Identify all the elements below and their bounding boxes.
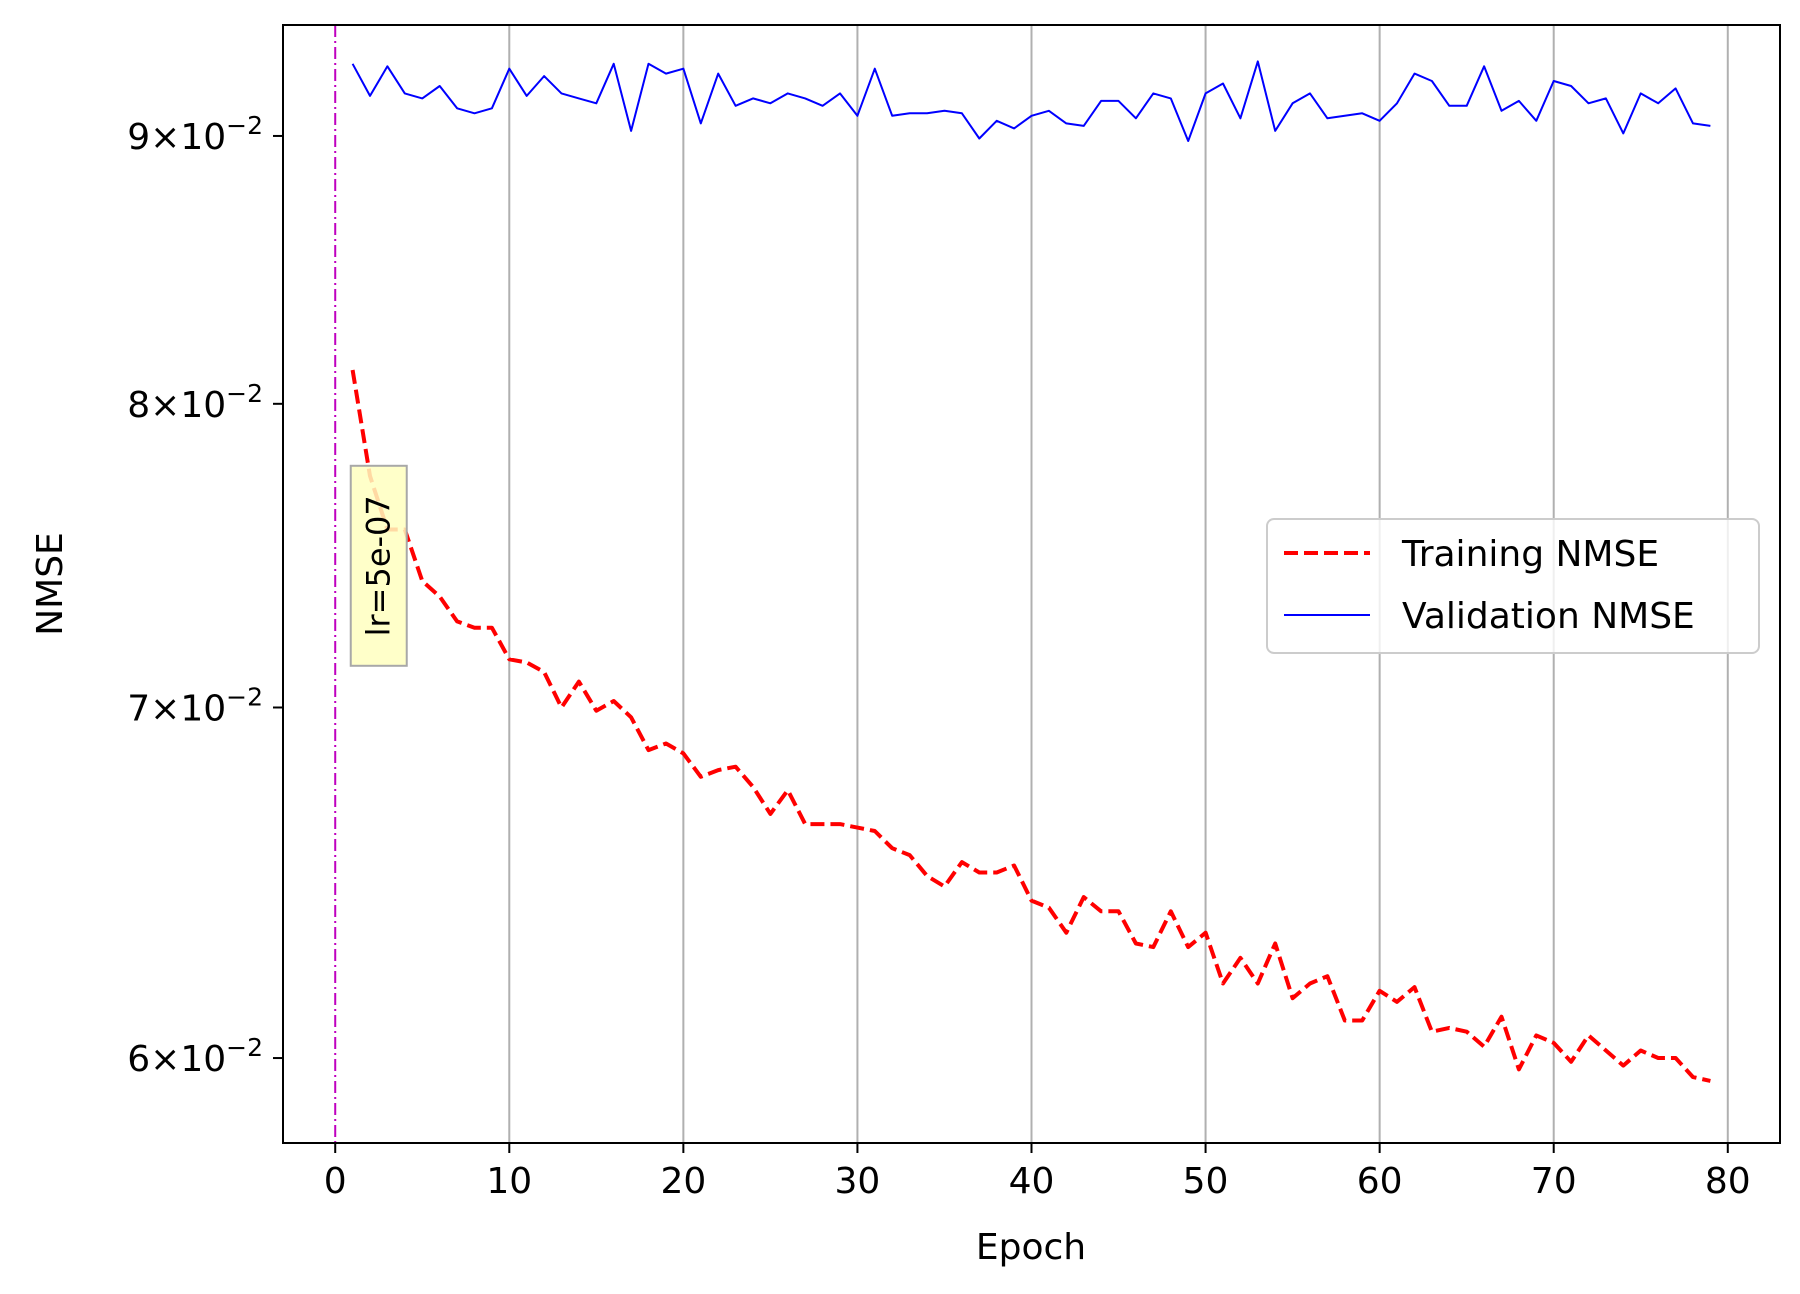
x-tick-label: 10 bbox=[486, 1161, 532, 1202]
annotation-box bbox=[349, 464, 408, 667]
x-tick-label: 80 bbox=[1705, 1161, 1751, 1202]
x-tick-label: 70 bbox=[1531, 1161, 1577, 1202]
training-nmse-line bbox=[350, 369, 1711, 1083]
series-lines bbox=[350, 60, 1711, 1083]
y-tick-label: 7×10−2 bbox=[127, 682, 263, 729]
validation-nmse-line bbox=[351, 60, 1711, 142]
y-tick-label: 6×10−2 bbox=[127, 1033, 263, 1080]
annotations: lr=5e-07 bbox=[349, 464, 408, 667]
legend: Training NMSE Validation NMSE bbox=[1266, 518, 1760, 654]
y-tick-label: 9×10−2 bbox=[127, 111, 263, 158]
x-tick-label: 20 bbox=[660, 1161, 706, 1202]
x-tick-label: 50 bbox=[1183, 1161, 1229, 1202]
legend-label-validation: Validation NMSE bbox=[1402, 596, 1695, 637]
x-tick-label: 40 bbox=[1009, 1161, 1055, 1202]
annotation-text: lr=5e-07 bbox=[360, 495, 398, 636]
x-axis-label: Epoch bbox=[976, 1227, 1086, 1268]
legend-label-training: Training NMSE bbox=[1401, 534, 1659, 575]
x-tick-label: 60 bbox=[1357, 1161, 1403, 1202]
y-axis-label: NMSE bbox=[30, 532, 71, 636]
x-axis-ticks: 0 10 20 30 40 50 60 70 80 bbox=[324, 1143, 1751, 1202]
y-axis-ticks: 9×10−2 8×10−2 7×10−2 6×10−2 bbox=[127, 111, 283, 1080]
legend-box bbox=[1266, 518, 1760, 654]
x-tick-label: 30 bbox=[835, 1161, 881, 1202]
y-tick-label: 8×10−2 bbox=[127, 379, 263, 426]
x-tick-label: 0 bbox=[324, 1161, 347, 1202]
